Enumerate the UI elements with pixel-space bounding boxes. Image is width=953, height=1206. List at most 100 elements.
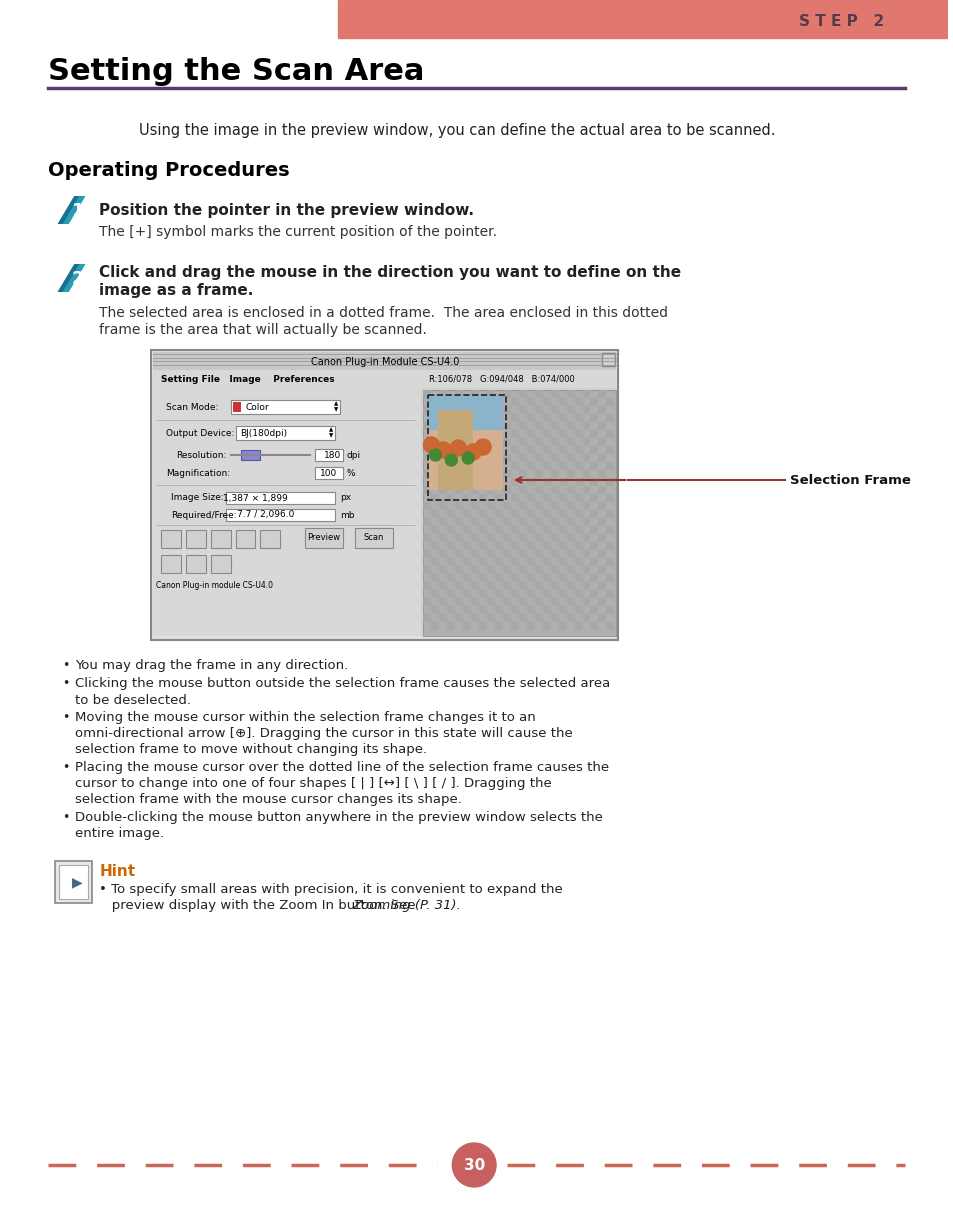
Bar [566,470,574,478]
Bar [566,582,574,590]
Bar [542,541,550,550]
Bar [574,431,582,438]
Bar [590,605,598,614]
Bar [502,550,511,558]
Bar [558,462,566,470]
Bar [240,450,260,459]
Bar [463,558,471,566]
Bar [439,582,447,590]
Bar [535,550,542,558]
Bar [447,462,455,470]
Bar [495,558,502,566]
Bar [511,541,518,550]
Bar [487,470,495,478]
Bar [590,414,598,422]
Bar [478,494,487,502]
Bar [260,529,280,548]
Text: Placing the mouse cursor over the dotted line of the selection frame causes the: Placing the mouse cursor over the dotted… [74,761,608,774]
Bar [478,510,487,519]
Bar [542,558,550,566]
Bar [314,449,342,461]
Bar [431,510,439,519]
Bar [152,388,421,636]
Bar [542,398,550,406]
Bar [314,467,342,479]
Bar [511,526,518,534]
Bar [574,398,582,406]
Bar [455,614,463,622]
Text: Setting the Scan Area: Setting the Scan Area [48,58,424,87]
Text: Double-clicking the mouse button anywhere in the preview window selects the: Double-clicking the mouse button anywher… [74,812,601,825]
Bar [590,541,598,550]
Bar [590,446,598,453]
Bar [598,470,606,478]
Bar [574,574,582,582]
Bar [558,622,566,630]
Bar [455,390,463,398]
Bar [606,605,614,614]
Text: ▲
▼: ▲ ▼ [334,402,337,412]
Bar [582,406,590,414]
Bar [423,390,431,398]
Bar [431,462,439,470]
Bar [161,555,181,573]
Bar [463,590,471,598]
Bar [574,526,582,534]
Bar [574,414,582,422]
Bar [526,414,535,422]
Bar [502,519,511,526]
Bar [423,566,431,574]
Bar [574,510,582,519]
Bar [590,494,598,502]
Bar [542,431,550,438]
Text: frame is the area that will actually be scanned.: frame is the area that will actually be … [99,323,427,336]
Bar [518,598,526,605]
Circle shape [475,439,491,455]
Bar [502,502,511,510]
Bar [582,566,590,574]
Bar [535,422,542,431]
Bar [447,574,455,582]
Text: BJ(180dpi): BJ(180dpi) [240,428,288,438]
Bar [487,519,495,526]
Text: Resolution:: Resolution: [175,451,226,459]
Bar [423,486,431,494]
Bar [526,622,535,630]
Text: S T E P   2: S T E P 2 [799,14,883,29]
Bar [511,574,518,582]
Bar [598,598,606,605]
Bar [550,390,558,398]
Circle shape [423,437,439,453]
Bar [566,422,574,431]
Bar [598,566,606,574]
Bar [54,861,92,903]
Bar [471,566,478,574]
Bar [582,550,590,558]
Text: Image Size:: Image Size: [171,493,224,503]
Bar [161,529,181,548]
Bar [495,605,502,614]
Bar [495,446,502,453]
Bar [535,438,542,446]
Bar [455,519,463,526]
Bar [439,566,447,574]
Bar [542,574,550,582]
Bar [471,486,478,494]
Text: •: • [62,660,69,673]
Bar [518,566,526,574]
Bar [439,519,447,526]
Bar [518,534,526,541]
Bar [495,622,502,630]
Bar [471,422,478,431]
Bar [231,400,339,414]
Bar [590,510,598,519]
Bar [558,574,566,582]
Bar [463,414,471,422]
Bar [226,509,335,521]
Bar [478,526,487,534]
Text: •: • [62,678,69,691]
Bar [455,438,463,446]
Bar [518,519,526,526]
Bar [526,541,535,550]
Bar [518,502,526,510]
